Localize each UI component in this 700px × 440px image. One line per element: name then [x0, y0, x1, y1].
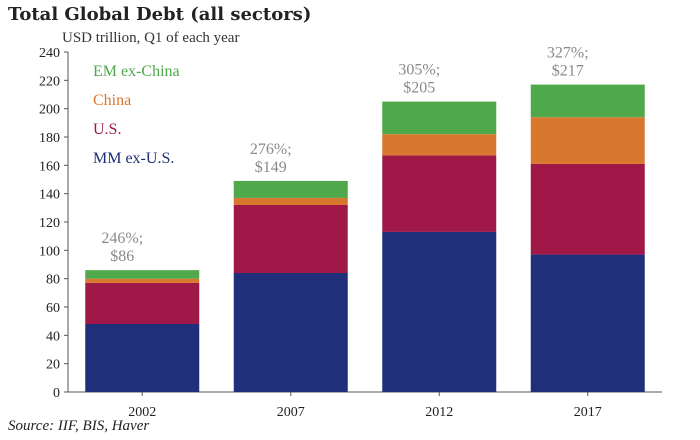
axis-layer: 0 20 40 60 80 100 120 140 160 180 200 220 240 2002 200… — [39, 46, 662, 420]
bar-segment — [85, 324, 200, 392]
y-tick-label: 140 — [39, 188, 60, 203]
y-tick-label: 60 — [46, 301, 60, 316]
y-tick-label: 20 — [46, 358, 60, 373]
bar-segment — [382, 101, 497, 135]
bar-segment — [233, 273, 348, 392]
bar-total-value-label: $205 — [403, 80, 435, 97]
x-tick-label: 2002 — [128, 405, 156, 420]
source-note: Source: IIF, BIS, Haver — [8, 418, 150, 434]
y-tick-label: 240 — [39, 46, 60, 61]
bar-total-percent-label: 276%; — [250, 141, 292, 158]
bar-total-value-label: $86 — [110, 248, 134, 265]
bar-segment — [530, 163, 645, 255]
y-tick-label: 160 — [39, 159, 60, 174]
bar-segment — [530, 254, 645, 392]
bar-segment — [85, 270, 200, 279]
bar-total-value-label: $217 — [552, 63, 584, 80]
legend-entry: EM ex-China — [93, 63, 180, 80]
legend-entry: MM ex-U.S. — [93, 150, 174, 167]
legend-entry: China — [93, 92, 131, 109]
bar-segment — [382, 155, 497, 232]
bar-segment — [233, 180, 348, 198]
bar-total-percent-label: 305%; — [398, 62, 440, 79]
bar-segment — [530, 117, 645, 164]
bar-total-percent-label: 327%; — [547, 45, 589, 62]
bar-segment — [382, 134, 497, 156]
bar-segment — [530, 84, 645, 118]
bar-segment — [233, 205, 348, 273]
y-tick-label: 120 — [39, 216, 60, 231]
x-tick-label: 2007 — [277, 405, 305, 420]
bar-segment — [233, 197, 348, 205]
y-tick-label: 100 — [39, 244, 60, 259]
chart-title: Total Global Debt (all sectors) — [8, 4, 312, 25]
y-tick-label: 80 — [46, 273, 60, 288]
unit-label: USD trillion, Q1 of each year — [62, 30, 239, 46]
legend: EM ex-China China U.S. MM ex-U.S. — [93, 63, 180, 167]
bar-total-percent-label: 246%; — [101, 230, 143, 247]
y-tick-label: 200 — [39, 103, 60, 118]
y-tick-label: 220 — [39, 74, 60, 89]
legend-entry: U.S. — [93, 121, 121, 138]
x-tick-label: 2012 — [425, 405, 453, 420]
bar-labels-layer: 246%;$86 276%;$149 305%;$205 327%;$217 — [101, 45, 588, 266]
x-tick-label: 2017 — [574, 405, 602, 420]
y-tick-label: 40 — [46, 329, 60, 344]
bar-segment — [85, 278, 200, 283]
bar-segment — [382, 231, 497, 392]
bars-layer — [85, 84, 645, 392]
y-tick-label: 180 — [39, 131, 60, 146]
bar-segment — [85, 282, 200, 324]
bar-total-value-label: $149 — [255, 159, 287, 176]
y-tick-label: 0 — [53, 386, 60, 401]
